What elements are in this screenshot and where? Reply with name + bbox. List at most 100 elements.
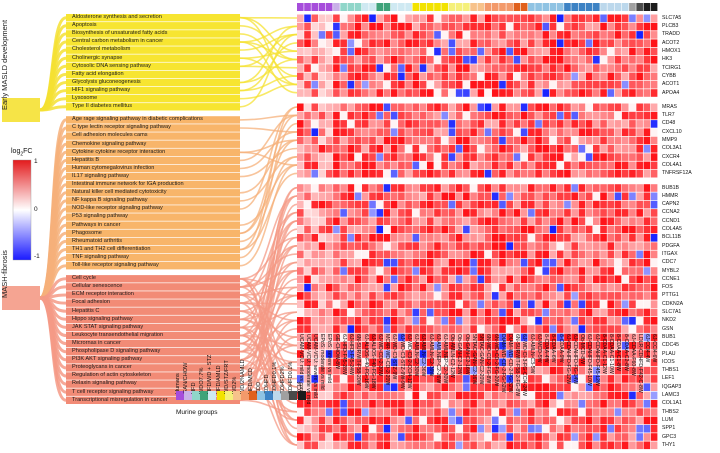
heatmap-cell bbox=[383, 209, 391, 217]
heatmap-cell bbox=[650, 111, 658, 120]
heatmap-cell bbox=[361, 39, 369, 47]
heatmap-cell bbox=[629, 258, 636, 267]
heatmap-cell bbox=[304, 225, 311, 234]
heatmap-cell bbox=[578, 128, 586, 136]
heatmap-cell bbox=[621, 441, 629, 450]
heatmap-cell bbox=[556, 242, 564, 250]
heatmap-cell bbox=[528, 317, 535, 325]
heatmap-cell bbox=[629, 350, 636, 358]
heatmap-cell bbox=[643, 120, 651, 128]
heatmap-cell bbox=[484, 358, 492, 367]
heatmap-cell bbox=[463, 192, 470, 201]
heatmap-cell bbox=[354, 145, 362, 153]
heatmap-cell bbox=[340, 225, 347, 234]
heatmap-cell bbox=[499, 153, 506, 161]
model-label: 6J-MCD-5W bbox=[535, 334, 542, 363]
heatmap-cell bbox=[376, 217, 384, 225]
heatmap-cell bbox=[333, 375, 340, 383]
heatmap-cell bbox=[463, 366, 470, 375]
heatmap-cell bbox=[347, 325, 355, 333]
heatmap-cell bbox=[607, 103, 615, 112]
heatmap-cell bbox=[347, 400, 355, 408]
heatmap-cell bbox=[405, 333, 412, 342]
heatmap-cell bbox=[585, 424, 593, 433]
heatmap-cell bbox=[376, 169, 384, 178]
heatmap-cell bbox=[629, 209, 636, 217]
heatmap-cell bbox=[499, 325, 506, 333]
heatmap-cell bbox=[621, 275, 629, 284]
heatmap-cell bbox=[621, 250, 629, 259]
heatmap-cell bbox=[383, 341, 391, 350]
heatmap-cell bbox=[325, 31, 333, 39]
model-label: 6J-CCl4-6W bbox=[651, 334, 658, 363]
heatmap-cell bbox=[477, 169, 485, 178]
heatmap-cell bbox=[477, 333, 485, 342]
heatmap-cell bbox=[477, 128, 485, 136]
heatmap-cell bbox=[506, 283, 513, 292]
heatmap-cell bbox=[650, 408, 658, 416]
heatmap-cell bbox=[333, 217, 340, 225]
heatmap-cell bbox=[311, 325, 319, 333]
heatmap-cell bbox=[405, 408, 412, 416]
heatmap-cell bbox=[463, 234, 470, 242]
gene-label: SPP1 bbox=[662, 425, 676, 432]
heatmap-cell bbox=[614, 14, 622, 23]
heatmap-cell bbox=[542, 111, 550, 120]
gene-label: THY1 bbox=[662, 441, 676, 448]
heatmap-cell bbox=[549, 128, 557, 136]
heatmap-cell bbox=[585, 341, 593, 350]
heatmap-cell bbox=[528, 22, 535, 31]
pathway-bar bbox=[66, 22, 240, 30]
heatmap-cell bbox=[304, 250, 311, 259]
heatmap-cell bbox=[578, 56, 586, 64]
heatmap-cell bbox=[383, 250, 391, 259]
heatmap-cell bbox=[369, 217, 376, 225]
heatmap-cell bbox=[311, 250, 319, 259]
heatmap-cell bbox=[593, 89, 600, 97]
heatmap-cell bbox=[376, 192, 384, 201]
heatmap-cell bbox=[643, 308, 651, 317]
heatmap-cell bbox=[361, 317, 369, 325]
heatmap bbox=[297, 14, 658, 450]
pathway-bar bbox=[66, 181, 240, 189]
heatmap-cell bbox=[448, 391, 456, 400]
heatmap-cell bbox=[600, 200, 607, 209]
heatmap-cell bbox=[376, 408, 384, 416]
heatmap-cell bbox=[419, 103, 427, 112]
sankey-flow-right bbox=[239, 318, 298, 372]
pathway-bar bbox=[66, 148, 240, 156]
pathway-bar bbox=[66, 315, 240, 323]
heatmap-cell bbox=[621, 375, 629, 383]
group-legend-swatch bbox=[184, 391, 193, 400]
heatmap-cell bbox=[528, 424, 535, 433]
heatmap-cell bbox=[412, 22, 420, 31]
heatmap-cell bbox=[398, 192, 405, 201]
heatmap-cell bbox=[398, 433, 405, 441]
heatmap-cell bbox=[528, 325, 535, 333]
heatmap-cell bbox=[419, 39, 427, 47]
heatmap-cell bbox=[369, 169, 376, 178]
heatmap-cell bbox=[333, 358, 340, 367]
heatmap-cell bbox=[614, 145, 622, 153]
heatmap-cell bbox=[398, 184, 405, 192]
heatmap-cell bbox=[398, 209, 405, 217]
heatmap-cell bbox=[463, 56, 470, 64]
heatmap-cell bbox=[542, 200, 550, 209]
heatmap-cell bbox=[455, 14, 463, 23]
model-group-chip bbox=[333, 3, 340, 11]
heatmap-cell bbox=[325, 234, 333, 242]
heatmap-cell bbox=[340, 433, 347, 441]
heatmap-cell bbox=[528, 366, 535, 375]
heatmap-cell bbox=[578, 300, 586, 308]
heatmap-cell bbox=[629, 308, 636, 317]
heatmap-cell bbox=[304, 333, 311, 342]
heatmap-cell bbox=[585, 64, 593, 72]
heatmap-cell bbox=[318, 39, 326, 47]
heatmap-cell bbox=[593, 242, 600, 250]
heatmap-cell bbox=[448, 441, 456, 450]
heatmap-cell bbox=[441, 300, 449, 308]
heatmap-cell bbox=[528, 64, 535, 72]
heatmap-cell bbox=[650, 72, 658, 81]
pathway-bar bbox=[66, 30, 240, 38]
heatmap-cell bbox=[311, 128, 319, 136]
